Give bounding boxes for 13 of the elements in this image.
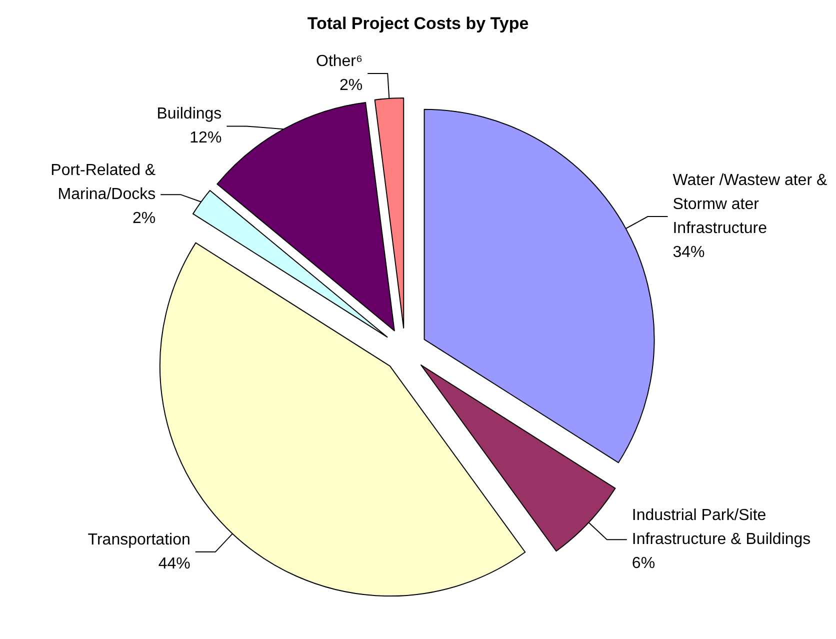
chart-title: Total Project Costs by Type bbox=[307, 14, 529, 33]
slice-label: Water /Wastew ater & Stormw ater Infrastructure bbox=[672, 172, 828, 238]
slice-label: Industrial Park/Site Infrastructure & Buildings bbox=[632, 507, 811, 548]
slice-label: Other⁶ bbox=[316, 53, 363, 70]
slice-label: Buildings bbox=[156, 106, 222, 123]
slice-label: Port-Related & Marina/Docks bbox=[50, 162, 156, 204]
data-label: 12% bbox=[190, 130, 222, 147]
data-label: 44% bbox=[158, 555, 190, 572]
data-label: 2% bbox=[339, 77, 363, 94]
data-label: 34% bbox=[672, 244, 705, 262]
data-label: 2% bbox=[132, 210, 156, 228]
data-label: 6% bbox=[632, 555, 656, 572]
slice-label: Transportation bbox=[88, 531, 190, 548]
